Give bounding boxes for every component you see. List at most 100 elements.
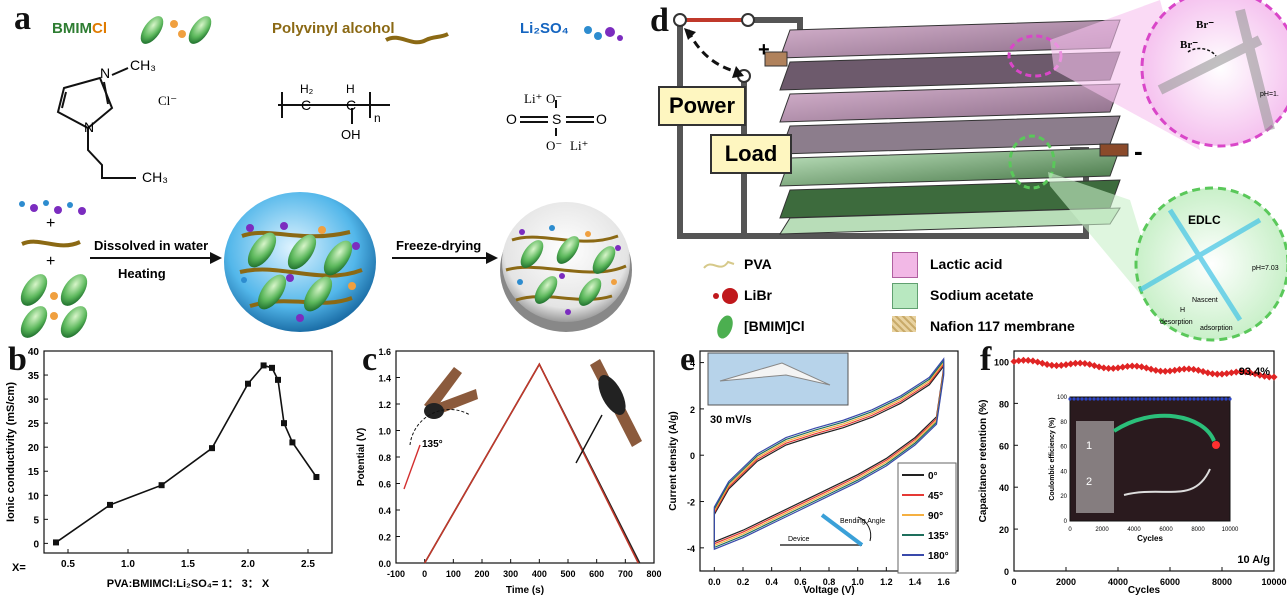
panel-label-a: a xyxy=(14,0,31,37)
x-tick-label: 0.8 xyxy=(823,577,836,587)
legend-swatch-bmim xyxy=(712,314,738,345)
y-tick-label: 0.0 xyxy=(378,559,391,569)
inset-x-axis-label: Cycles xyxy=(1137,534,1163,543)
retention-point xyxy=(1180,365,1188,373)
y-tick-label: 10 xyxy=(28,491,40,502)
retention-point xyxy=(1100,364,1108,372)
x-tick-label: 300 xyxy=(503,569,518,579)
reagent-ions xyxy=(19,200,86,215)
panel-label-b: b xyxy=(8,341,27,378)
h2-text: H₂ xyxy=(300,82,314,96)
x-tick-label: 1.2 xyxy=(880,577,893,587)
x-tick-label: 500 xyxy=(560,569,575,579)
legend-swatch-pva xyxy=(702,256,736,274)
legend-swatch-libr xyxy=(710,286,740,311)
efficiency-point xyxy=(1176,397,1180,401)
panel-f: f 0 2000 4000 6000 8000 10000 0 20 40 60 80 100 Cycl… xyxy=(974,341,1287,599)
nplus-atom: N xyxy=(100,65,110,81)
y-tick-label: 0.6 xyxy=(378,480,391,490)
bmim-text: BMIM xyxy=(52,20,92,37)
cell-1-label: 1 xyxy=(1086,440,1092,452)
bending-angle-label: Bending Angle xyxy=(840,518,885,525)
led-light xyxy=(1212,441,1220,449)
data-point xyxy=(289,439,296,446)
x-tick-label: 100 xyxy=(446,569,461,579)
x-tick-label: 400 xyxy=(532,569,547,579)
device-label: Device xyxy=(788,536,810,543)
power-box: Power xyxy=(658,86,746,126)
br-minus-2: Br⁻ xyxy=(1196,19,1214,31)
inset-x-tick-label: 8000 xyxy=(1191,527,1205,533)
inset-y-axis-label: Coulombic efficiency (%) xyxy=(1049,417,1056,500)
li2so4-title: Li₂SO₄ xyxy=(520,20,569,37)
x-tick-label: 1.4 xyxy=(909,577,922,587)
inset-x-tick-label: 10000 xyxy=(1222,527,1239,533)
panel-e: e 0.0 0.2 0.4 0.6 0.8 1.0 1.2 1.4 1.6 -4 -2 0 2 4 Volt… xyxy=(662,341,974,599)
x-tick-label: 1.0 xyxy=(851,577,864,587)
y-tick-label: 35 xyxy=(28,371,40,382)
inset-x-tick-label: 0 xyxy=(1068,527,1072,533)
plus-sign-1: + xyxy=(46,215,55,232)
current-density-label: 10 A/g xyxy=(1237,554,1270,566)
inset-y-tick-label: 60 xyxy=(1060,445,1067,451)
x-tick-label: 1.5 xyxy=(181,559,195,570)
x-axis-label: Time (s) xyxy=(506,585,544,596)
bending-device-diagram xyxy=(820,513,864,547)
y-tick-label: 2 xyxy=(690,405,695,415)
efficiency-point xyxy=(1212,397,1216,401)
data-point xyxy=(245,380,251,387)
panel-label-c: c xyxy=(362,341,378,378)
step1-line1: Dissolved in water xyxy=(94,238,208,253)
x-tick-label: 800 xyxy=(646,569,661,579)
efficiency-point xyxy=(1216,397,1220,401)
y-tick-label: 20 xyxy=(28,443,40,454)
o-minus-bottom: O⁻ xyxy=(546,138,562,153)
panel-d: d xyxy=(640,0,1287,345)
efficiency-point xyxy=(1100,397,1104,401)
x-tick-label: 2.5 xyxy=(301,559,315,570)
panel-label-e: e xyxy=(680,341,696,378)
angle-label: 135° xyxy=(422,439,443,450)
x-tick-label: -100 xyxy=(387,569,405,579)
efficiency-point xyxy=(1096,397,1100,401)
panel-a-drawing: N N CH₃ Cl⁻ CH₃ H₂ H C C OH n Li⁺ O⁻ O S… xyxy=(19,16,632,338)
efficiency-point xyxy=(1120,397,1124,401)
legend-swatch-nafion xyxy=(892,316,916,332)
adsorption-label: adsorption xyxy=(1200,325,1233,332)
retention-value-label: 93.4% xyxy=(1239,366,1270,378)
x-tick-label: 700 xyxy=(618,569,633,579)
efficiency-point xyxy=(1184,397,1188,401)
bent-device-illustration xyxy=(409,367,478,446)
gcd-curve xyxy=(423,362,639,564)
efficiency-point xyxy=(1168,397,1172,401)
efficiency-point xyxy=(1220,397,1224,401)
x-tick-label: 0.2 xyxy=(737,577,750,587)
br-minus-1: Br⁻ xyxy=(1180,39,1198,51)
efficiency-point xyxy=(1112,397,1116,401)
n-sub-text: n xyxy=(374,111,381,125)
y-tick-label: -2 xyxy=(687,498,695,508)
legend-label-nafion: Nafion 117 membrane xyxy=(930,318,1075,334)
y-tick-label: 0 xyxy=(33,539,39,550)
imidazolium-structure xyxy=(56,76,136,179)
efficiency-point xyxy=(1144,397,1148,401)
efficiency-point xyxy=(1076,397,1080,401)
y-tick-label: 0.4 xyxy=(378,506,391,516)
bmim-icon xyxy=(140,16,212,44)
data-point xyxy=(260,362,267,369)
y-tick-label: 100 xyxy=(994,357,1009,367)
legend-label-bmim: [BMIM]Cl xyxy=(744,318,805,334)
y-axis-label: Ionic conductivity (mS/cm) xyxy=(5,382,17,522)
device-arm xyxy=(424,367,462,411)
y-tick-label: 80 xyxy=(999,399,1009,409)
x-axis-label: Voltage (V) xyxy=(803,585,854,596)
data-point xyxy=(209,445,215,452)
reagent-bmim xyxy=(20,274,88,338)
legend-box: 0° 45° 90° 135° 180° xyxy=(897,462,957,574)
panel-a: a BMIMCl Polyvinyl alcohol Li₂SO₄ xyxy=(0,0,640,345)
x-tick-label: 2.0 xyxy=(241,559,255,570)
ch3-top: CH₃ xyxy=(130,57,156,73)
efficiency-point xyxy=(1204,397,1208,401)
x-axis-label: Cycles xyxy=(1128,585,1161,596)
data-point xyxy=(281,420,287,427)
